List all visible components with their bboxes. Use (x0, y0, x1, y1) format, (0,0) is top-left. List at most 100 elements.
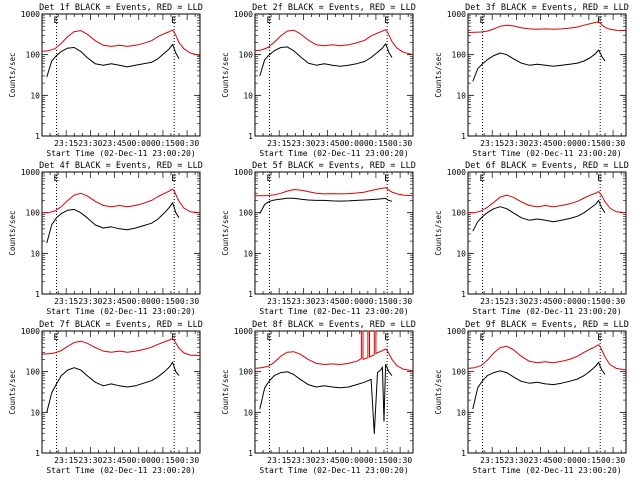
panel-det-5: Det 5f BLACK = Events, RED = LLD 1 10 100 10… (221, 161, 416, 316)
panel-title: Det 1f BLACK = Events, RED = LLD (39, 3, 203, 13)
y-axis-label: Counts/sec (221, 369, 230, 414)
series-lld-line (467, 344, 627, 371)
marker-letter: E (597, 333, 602, 343)
x-tick-label: 00:00 (340, 456, 364, 465)
x-tick-label: 23:15 (480, 139, 504, 148)
series-lld-line (41, 29, 201, 57)
y-axis-label: Counts/sec (434, 369, 443, 414)
panel-det-4: Det 4f BLACK = Events, RED = LLD 1 10 100 10… (8, 161, 203, 316)
x-tick-label: 00:15 (577, 139, 601, 148)
y-tick-label: 1 (248, 290, 253, 299)
y-tick-label: 10 (456, 249, 466, 258)
x-axis-label: Start Time (02-Dec-11 23:00:20) (472, 307, 621, 316)
x-tick-label: 00:30 (601, 139, 625, 148)
x-tick-label: 00:00 (340, 297, 364, 306)
x-tick-label: 00:30 (175, 297, 199, 306)
panel-title: Det 8f BLACK = Events, RED = LLD (252, 320, 416, 330)
series-events-line (46, 202, 180, 244)
y-tick-label: 10 (243, 408, 253, 417)
x-tick-label: 23:45 (316, 297, 340, 306)
x-tick-label: 23:15 (267, 297, 291, 306)
y-tick-label: 1000 (447, 168, 466, 177)
y-tick-label: 1 (35, 290, 40, 299)
x-tick-label: 00:30 (601, 297, 625, 306)
x-tick-label: 00:15 (364, 139, 388, 148)
series-events-line (259, 43, 393, 77)
x-tick-label: 00:15 (577, 456, 601, 465)
y-axis-label: Counts/sec (8, 210, 17, 255)
series-lld-line (254, 29, 414, 56)
marker-letter: E (597, 16, 602, 26)
x-tick-label: 00:30 (388, 297, 412, 306)
series-lld-line (41, 338, 201, 356)
y-tick-label: 100 (239, 209, 254, 218)
x-tick-label: 00:00 (340, 139, 364, 148)
y-tick-label: 1000 (21, 168, 40, 177)
series-events-line (46, 361, 180, 413)
y-tick-label: 1 (461, 132, 466, 141)
x-axis-label: Start Time (02-Dec-11 23:00:20) (472, 149, 621, 158)
marker-letter: E (54, 16, 59, 26)
panel-title: Det 5f BLACK = Events, RED = LLD (252, 161, 416, 171)
x-tick-label: 23:45 (529, 139, 553, 148)
x-tick-label: 23:15 (267, 456, 291, 465)
y-tick-label: 100 (239, 368, 254, 377)
y-tick-label: 1 (248, 449, 253, 458)
x-tick-label: 23:15 (480, 456, 504, 465)
y-tick-label: 100 (26, 209, 41, 218)
x-axis-label: Start Time (02-Dec-11 23:00:20) (259, 149, 408, 158)
x-tick-label: 23:45 (103, 139, 127, 148)
x-tick-label: 00:00 (127, 297, 151, 306)
y-tick-label: 10 (243, 249, 253, 258)
plot-frame (254, 13, 414, 137)
x-tick-label: 23:30 (291, 139, 315, 148)
panel-det-2: Det 2f BLACK = Events, RED = LLD 1 10 100 10… (221, 3, 416, 158)
marker-letter: E (267, 333, 272, 343)
x-tick-label: 00:15 (364, 456, 388, 465)
x-tick-label: 23:30 (504, 139, 528, 148)
marker-letter: E (480, 333, 485, 343)
x-tick-label: 00:30 (175, 139, 199, 148)
y-tick-label: 100 (452, 209, 467, 218)
y-tick-label: 10 (30, 249, 40, 258)
x-axis-label: Start Time (02-Dec-11 23:00:20) (472, 466, 621, 475)
y-tick-label: 100 (452, 368, 467, 377)
y-axis-label: Counts/sec (8, 52, 17, 97)
marker-letter: E (267, 174, 272, 184)
panel-title: Det 9f BLACK = Events, RED = LLD (465, 320, 629, 330)
x-tick-label: 00:30 (388, 139, 412, 148)
panel-det-7: Det 7f BLACK = Events, RED = LLD 1 10 100 10… (8, 320, 203, 475)
x-tick-label: 00:15 (151, 297, 175, 306)
x-tick-label: 23:15 (54, 139, 78, 148)
x-tick-label: 23:30 (78, 456, 102, 465)
y-tick-label: 100 (26, 51, 41, 60)
panel-title: Det 6f BLACK = Events, RED = LLD (465, 161, 629, 171)
x-tick-label: 23:15 (54, 456, 78, 465)
y-tick-label: 1 (461, 449, 466, 458)
plot-frame (467, 171, 627, 295)
x-tick-label: 23:15 (267, 139, 291, 148)
x-tick-label: 00:15 (151, 139, 175, 148)
series-events-line (46, 43, 180, 78)
x-tick-label: 23:15 (480, 297, 504, 306)
y-axis-label: Counts/sec (8, 369, 17, 414)
x-tick-label: 23:30 (504, 456, 528, 465)
y-axis-label: Counts/sec (434, 210, 443, 255)
y-tick-label: 10 (456, 91, 466, 100)
x-tick-label: 23:45 (316, 456, 340, 465)
marker-letter: E (267, 16, 272, 26)
y-tick-label: 10 (30, 408, 40, 417)
marker-letter: E (384, 174, 389, 184)
y-tick-label: 10 (243, 91, 253, 100)
x-axis-label: Start Time (02-Dec-11 23:00:20) (46, 466, 195, 475)
y-tick-label: 1000 (21, 10, 40, 19)
x-axis-label: Start Time (02-Dec-11 23:00:20) (46, 307, 195, 316)
series-lld-line (467, 21, 627, 33)
series-lld-line (468, 191, 627, 214)
panel-title: Det 4f BLACK = Events, RED = LLD (39, 161, 203, 171)
marker-letter: E (384, 16, 389, 26)
marker-letter: E (54, 333, 59, 343)
y-tick-label: 1000 (234, 10, 253, 19)
x-tick-label: 23:30 (78, 297, 102, 306)
panel-title: Det 2f BLACK = Events, RED = LLD (252, 3, 416, 13)
